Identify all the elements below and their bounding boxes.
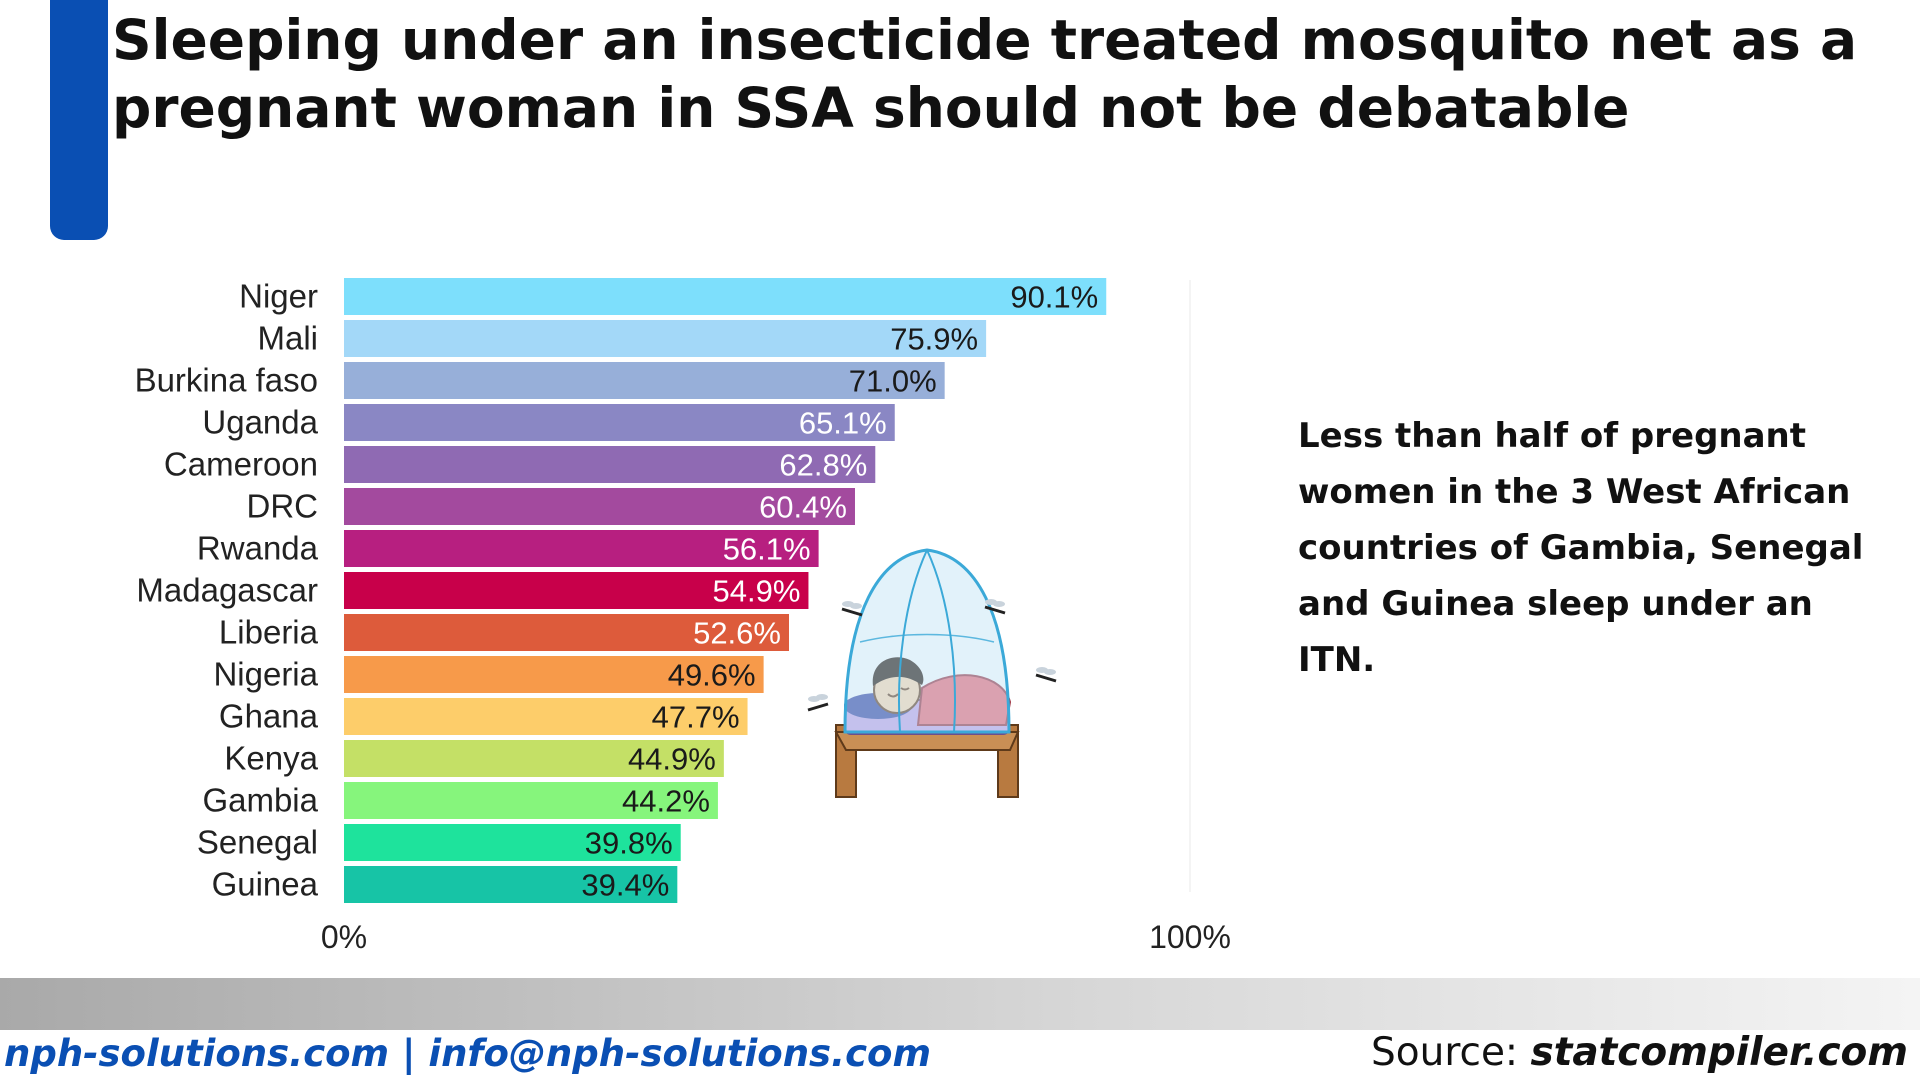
- data-label: 52.6%: [693, 616, 781, 651]
- data-label: 49.6%: [668, 658, 756, 693]
- bar-senegal: [344, 824, 681, 861]
- category-label: Liberia: [219, 614, 319, 651]
- data-label: 71.0%: [849, 364, 937, 399]
- data-label: 60.4%: [759, 490, 847, 525]
- data-label: 75.9%: [890, 322, 978, 357]
- bars-layer: Niger 90.1% Mali 75.9% Burkina faso 71.0% Ugan…: [135, 278, 1107, 903]
- bar-mali: [344, 320, 987, 357]
- category-label: Kenya: [224, 740, 318, 777]
- bar-rwanda: [344, 530, 819, 567]
- bar-cameroon: [344, 446, 876, 483]
- footer-links[interactable]: nph-solutions.com | info@nph-solutions.c…: [4, 1032, 932, 1075]
- category-label: Mali: [257, 320, 318, 357]
- data-label: 44.2%: [622, 784, 710, 819]
- category-label: Madagascar: [136, 572, 318, 609]
- data-label: 56.1%: [723, 532, 811, 567]
- footer-divider-strip: [0, 978, 1920, 1030]
- data-label: 65.1%: [799, 406, 887, 441]
- data-label: 54.9%: [713, 574, 801, 609]
- bar-madagascar: [344, 572, 809, 609]
- category-label: Nigeria: [213, 656, 318, 693]
- data-label: 47.7%: [652, 700, 740, 735]
- source-site[interactable]: statcompiler.com: [1530, 1030, 1908, 1075]
- mosquito-net-illustration: [807, 548, 1057, 798]
- mosquito-icon: [807, 694, 829, 712]
- data-label: 62.8%: [779, 448, 867, 483]
- bar-ghana: [344, 698, 748, 735]
- data-label: 90.1%: [1010, 280, 1098, 315]
- source-label: Source:: [1370, 1030, 1531, 1075]
- bar-gambia: [344, 782, 718, 819]
- bar-uganda: [344, 404, 895, 441]
- title-accent-bar: [50, 0, 108, 240]
- mosquito-icon: [984, 599, 1006, 615]
- category-label: Cameroon: [164, 446, 318, 483]
- mosquito-icon: [841, 601, 863, 617]
- x-tick-label: 100%: [1149, 919, 1231, 955]
- category-label: Gambia: [202, 782, 318, 819]
- category-label: DRC: [247, 488, 319, 525]
- category-label: Burkina faso: [135, 362, 318, 399]
- callout-text: Less than half of pregnant women in the …: [1298, 416, 1864, 680]
- bar-nigeria: [344, 656, 764, 693]
- bar-drc: [344, 488, 855, 525]
- category-label: Uganda: [202, 404, 318, 441]
- bar-kenya: [344, 740, 724, 777]
- bar-burkina-faso: [344, 362, 945, 399]
- bar-guinea: [344, 866, 678, 903]
- category-label: Guinea: [212, 866, 319, 903]
- category-label: Niger: [239, 278, 318, 315]
- data-label: 44.9%: [628, 742, 716, 777]
- bar-niger: [344, 278, 1107, 315]
- category-label: Ghana: [219, 698, 319, 735]
- mosquito-icon: [1035, 667, 1057, 683]
- footer-source: Source: statcompiler.com: [1371, 1030, 1908, 1075]
- data-label: 39.8%: [585, 826, 673, 861]
- bar-chart: Niger 90.1% Mali 75.9% Burkina faso 71.0% Ugan…: [135, 278, 1231, 956]
- category-label: Senegal: [197, 824, 318, 861]
- x-tick-label: 0%: [321, 919, 367, 955]
- bar-liberia: [344, 614, 789, 651]
- page-title: Sleeping under an insecticide treated mo…: [112, 8, 1858, 140]
- category-label: Rwanda: [197, 530, 319, 567]
- data-label: 39.4%: [581, 868, 669, 903]
